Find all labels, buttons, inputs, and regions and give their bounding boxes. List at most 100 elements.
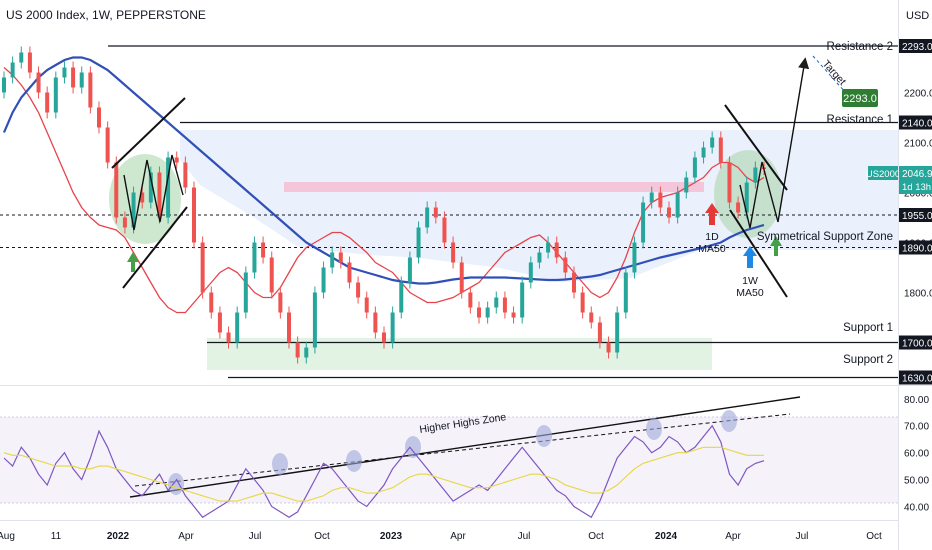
candle-body xyxy=(304,347,309,358)
level-price-text: 1700.0 xyxy=(902,339,932,350)
chart-title: US 2000 Index, 1W, PEPPERSTONE xyxy=(6,8,206,22)
target-line xyxy=(812,55,847,94)
candle-body xyxy=(166,157,171,218)
level-price-badge xyxy=(899,208,932,222)
candle-body xyxy=(295,342,300,358)
rsi-peak-circle xyxy=(168,473,184,495)
rsi-ma-line xyxy=(3,446,764,502)
candle-body xyxy=(736,202,741,213)
candle-body xyxy=(235,312,240,343)
resistance-2-label: Resistance 2 xyxy=(827,41,893,53)
candle-body xyxy=(330,252,335,268)
candle-body xyxy=(710,137,715,148)
candle-body xyxy=(105,127,110,163)
candle-body xyxy=(692,157,697,178)
candle-body xyxy=(675,192,680,218)
candle-body xyxy=(183,162,188,188)
level-price-text: 2140.0 xyxy=(902,119,932,130)
rsi-line xyxy=(3,424,765,519)
candle-body xyxy=(563,257,568,273)
candle-body xyxy=(131,192,136,228)
candle-body xyxy=(520,282,525,318)
target-badge xyxy=(842,89,878,107)
rsi-peak-circle xyxy=(405,436,421,458)
candle-body xyxy=(407,257,412,283)
ma50-1w-label: 1W MA50 xyxy=(736,275,764,299)
rsi-peak-circles xyxy=(168,410,737,495)
level-price-badge xyxy=(899,115,932,130)
rsi-peak-circle xyxy=(646,418,662,440)
level-price-badge xyxy=(899,240,932,255)
candle-body xyxy=(356,282,361,298)
candle-body xyxy=(572,272,576,293)
rsi-peak-circle xyxy=(346,450,362,472)
rsi-peak-circle xyxy=(721,410,737,432)
candle-body xyxy=(701,147,706,158)
support-1-label: Support 1 xyxy=(843,322,893,334)
candle-body xyxy=(79,72,84,88)
rsi-band xyxy=(0,417,898,503)
green-arrow-left xyxy=(127,252,139,272)
candle-body xyxy=(312,292,317,348)
candle-body xyxy=(485,307,490,318)
candle-body xyxy=(338,252,343,263)
candle-body xyxy=(615,312,620,353)
resistance-1-label: Resistance 1 xyxy=(827,114,893,126)
candle-body xyxy=(226,332,231,343)
pink-band xyxy=(284,182,704,192)
candle-body xyxy=(554,242,559,258)
ma-line xyxy=(2,56,765,285)
candle-body xyxy=(597,322,602,343)
candle-body xyxy=(192,187,196,243)
candle-body xyxy=(140,192,145,203)
candle-body xyxy=(122,217,127,228)
candle-body xyxy=(10,62,15,78)
level-price-text: 1955.0 xyxy=(902,211,932,222)
time-left-text: 1d 13h xyxy=(902,182,931,193)
candle-body xyxy=(174,157,179,163)
last-price-text: 2046.9 xyxy=(902,169,932,180)
price-tick-label: 1800.0 xyxy=(904,289,932,300)
candle-body xyxy=(364,297,369,313)
candle-body xyxy=(45,92,50,113)
green-arrow-right xyxy=(770,236,782,256)
time-tick-label: Jul xyxy=(518,531,531,542)
candle-body xyxy=(97,107,101,128)
candle-body xyxy=(718,137,723,163)
time-tick-label: Oct xyxy=(314,531,330,542)
time-tick-label: Apr xyxy=(178,531,194,542)
candle-body xyxy=(36,72,41,93)
candle-body xyxy=(468,292,473,308)
candle-body xyxy=(373,312,378,333)
candle-body xyxy=(209,292,214,313)
candle-body xyxy=(494,297,499,308)
candle-body xyxy=(71,67,76,88)
candle-body xyxy=(451,242,456,263)
candle-body xyxy=(442,217,447,243)
candle-body xyxy=(347,262,352,283)
time-tick-label: Oct xyxy=(866,531,882,542)
time-tick-label: Apr xyxy=(725,531,741,542)
candle-body xyxy=(477,307,481,318)
time-tick-label: Jul xyxy=(796,531,809,542)
price-tick-label: 2100.0 xyxy=(904,139,932,150)
candle-body xyxy=(546,242,551,253)
candle-body xyxy=(589,312,594,323)
blue-arrow-1w-ma50 xyxy=(743,246,757,268)
support-zone xyxy=(207,338,712,370)
candle-body xyxy=(278,292,283,313)
time-tick-label: 2023 xyxy=(380,531,403,542)
candle-body xyxy=(433,207,438,218)
rsi-tick-label: 80.00 xyxy=(904,395,929,406)
rsi-tick-label: 60.00 xyxy=(904,449,929,460)
symmetrical-support-label: Symmetrical Support Zone xyxy=(757,231,893,243)
time-tick-label: Jul xyxy=(249,531,262,542)
candle-body xyxy=(727,162,732,203)
candle-body xyxy=(744,182,749,213)
candle-body xyxy=(19,52,24,63)
triangle-lines xyxy=(111,57,810,298)
level-price-badge xyxy=(899,370,932,385)
candle-body xyxy=(511,312,516,318)
candle-body xyxy=(528,262,533,283)
